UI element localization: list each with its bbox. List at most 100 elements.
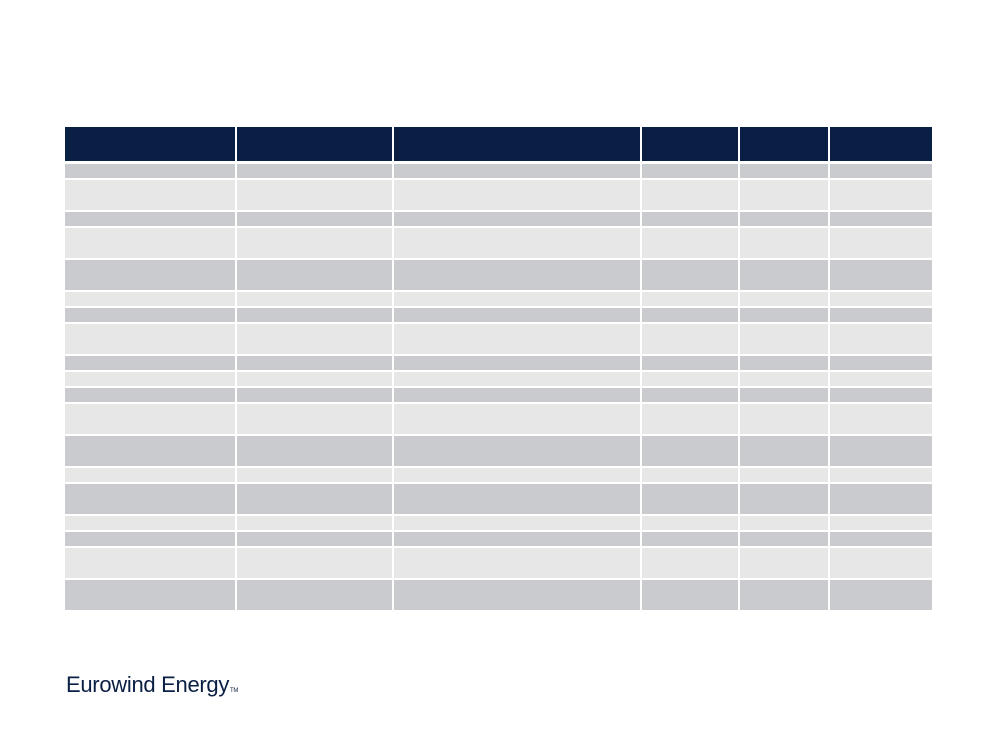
- table-cell: [641, 291, 740, 308]
- table-cell: [236, 211, 394, 228]
- table-cell: [829, 323, 932, 356]
- table-cell: [236, 435, 394, 468]
- table-cell: [65, 259, 237, 292]
- table-cell: [739, 227, 830, 260]
- table-cell: [739, 435, 830, 468]
- table-cell: [65, 435, 237, 468]
- table-cell: [829, 307, 932, 324]
- table-cell: [641, 483, 740, 516]
- table-cell: [739, 355, 830, 372]
- table-cell: [739, 211, 830, 228]
- table-cell: [641, 259, 740, 292]
- table-body: [65, 162, 932, 612]
- table-cell: [739, 323, 830, 356]
- table-cell: [236, 483, 394, 516]
- table-cell: [65, 179, 237, 212]
- table-cell: [739, 259, 830, 292]
- table-cell: [393, 355, 642, 372]
- table-cell: [65, 323, 237, 356]
- table-cell: [393, 547, 642, 580]
- table-cell: [65, 227, 237, 260]
- table-cell: [829, 211, 932, 228]
- table-cell: [236, 467, 394, 484]
- table-cell: [393, 291, 642, 308]
- table-cell: [641, 387, 740, 404]
- table-cell: [739, 387, 830, 404]
- table-cell: [829, 162, 932, 180]
- table-cell: [641, 515, 740, 532]
- table-cell: [65, 403, 237, 436]
- table-cell: [641, 227, 740, 260]
- table-cell: [393, 162, 642, 180]
- table-cell: [393, 387, 642, 404]
- table-cell: [829, 435, 932, 468]
- table-cell: [641, 179, 740, 212]
- table-cell: [641, 403, 740, 436]
- table-row: [65, 371, 932, 388]
- table-cell: [829, 483, 932, 516]
- table-cell: [829, 355, 932, 372]
- table-cell: [829, 547, 932, 580]
- table-cell: [641, 355, 740, 372]
- table-cell: [739, 467, 830, 484]
- table-cell: [641, 323, 740, 356]
- table-cell: [393, 531, 642, 548]
- table-row: [65, 403, 932, 436]
- trademark-mark: TM: [230, 688, 239, 694]
- table-row: [65, 435, 932, 468]
- table-cell: [236, 179, 394, 212]
- table-cell: [236, 323, 394, 356]
- table-cell: [739, 531, 830, 548]
- table-cell: [65, 515, 237, 532]
- table-cell: [236, 579, 394, 612]
- table-cell: [65, 483, 237, 516]
- table-cell: [393, 179, 642, 212]
- table-cell: [65, 211, 237, 228]
- table-cell: [829, 531, 932, 548]
- table-cell: [641, 547, 740, 580]
- table-cell: [65, 387, 237, 404]
- table-row: [65, 179, 932, 212]
- table-cell: [829, 179, 932, 212]
- table-cell: [236, 387, 394, 404]
- table-cell: [641, 307, 740, 324]
- table-cell: [236, 547, 394, 580]
- table-row: [65, 531, 932, 548]
- table-row: [65, 291, 932, 308]
- table-cell: [641, 531, 740, 548]
- table-cell: [739, 291, 830, 308]
- table-cell: [393, 579, 642, 612]
- column-header: [65, 127, 237, 164]
- column-header: [829, 127, 932, 164]
- table-cell: [641, 371, 740, 388]
- table-header-row: [65, 127, 932, 164]
- table-cell: [65, 355, 237, 372]
- table-cell: [65, 371, 237, 388]
- table-cell: [739, 371, 830, 388]
- table-cell: [236, 227, 394, 260]
- table-cell: [739, 579, 830, 612]
- table-cell: [829, 227, 932, 260]
- table-cell: [829, 291, 932, 308]
- table-cell: [739, 483, 830, 516]
- table-cell: [641, 467, 740, 484]
- table-cell: [65, 307, 237, 324]
- table-cell: [641, 435, 740, 468]
- table-cell: [236, 355, 394, 372]
- table-cell: [65, 162, 237, 180]
- table-cell: [739, 515, 830, 532]
- column-header: [236, 127, 394, 164]
- logo-wordmark: Eurowind Energy: [66, 672, 230, 697]
- table-cell: [65, 467, 237, 484]
- table-cell: [393, 435, 642, 468]
- column-header: [739, 127, 830, 164]
- column-header: [641, 127, 740, 164]
- table-cell: [393, 323, 642, 356]
- table-cell: [641, 162, 740, 180]
- table-row: [65, 515, 932, 532]
- table-cell: [739, 403, 830, 436]
- table-cell: [393, 483, 642, 516]
- table-cell: [393, 515, 642, 532]
- table-row: [65, 211, 932, 228]
- table-cell: [641, 579, 740, 612]
